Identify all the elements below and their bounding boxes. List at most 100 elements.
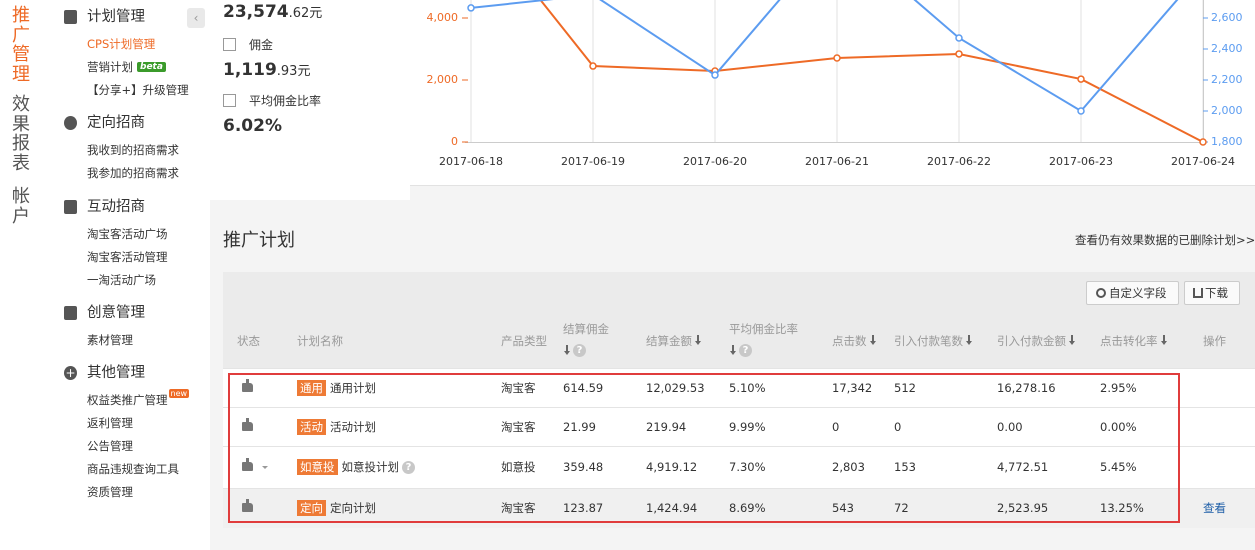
product-type: 如意投 xyxy=(501,460,536,474)
x-tick-label: 2017-06-18 xyxy=(439,155,503,168)
sort-arrow-head xyxy=(564,351,570,355)
button-icon xyxy=(1193,288,1203,298)
x-tick-label: 2017-06-23 xyxy=(1049,155,1113,168)
nav-item-label: 我参加的招商需求 xyxy=(87,166,179,180)
plan-name-text: 如意投计划 xyxy=(341,460,400,474)
table-cell: 0 xyxy=(894,419,902,434)
button-icon xyxy=(1096,288,1106,298)
nav-item[interactable]: 营销计划 beta xyxy=(87,59,166,75)
deleted-plans-link[interactable]: 查看仍有效果数据的已删除计划>> xyxy=(1075,233,1255,247)
nav-item[interactable]: 资质管理 xyxy=(87,484,133,500)
nav-item-label: 我收到的招商需求 xyxy=(87,143,179,157)
plan-tag: 如意投 xyxy=(297,459,338,475)
button-label: 自定义字段 xyxy=(1109,286,1167,300)
table-cell: 2,523.95 xyxy=(997,501,1049,515)
nav-item[interactable]: 淘宝客活动管理 xyxy=(87,249,168,265)
series-point xyxy=(833,54,841,62)
table-cell: 219.94 xyxy=(646,419,687,434)
section-icon xyxy=(64,200,77,214)
column-header[interactable]: 引入付款笔数 xyxy=(894,334,963,348)
column-header: 计划名称 xyxy=(297,334,343,348)
toolbar-button[interactable]: 自定义字段 xyxy=(1086,281,1179,305)
status-icon-thumb xyxy=(246,458,249,463)
collapse-button[interactable]: ‹ xyxy=(187,8,205,28)
plan-name[interactable]: 如意投 如意投计划? xyxy=(297,458,415,476)
y2-tick-label: 2,000 xyxy=(1211,104,1243,117)
row-action[interactable]: 查看 xyxy=(1203,501,1226,515)
column-header[interactable]: 点击转化率 xyxy=(1100,334,1158,348)
metric-amount: 1,119 xyxy=(223,60,277,80)
column-header: 产品类型 xyxy=(501,334,547,348)
x-tick-label: 2017-06-22 xyxy=(927,155,991,168)
metric-value: 23,574.62元 xyxy=(223,1,322,25)
column-header: 操作 xyxy=(1203,334,1226,348)
nav-item[interactable]: 权益类推广管理 new xyxy=(87,389,190,408)
nav-item[interactable]: 淘宝客活动广场 xyxy=(87,226,168,242)
main-nav-item[interactable]: 推广管理 xyxy=(12,5,30,85)
nav-item[interactable]: 返利管理 xyxy=(87,415,133,431)
y2-tick-label: 1,800 xyxy=(1211,135,1243,148)
plan-name[interactable]: 定向 定向计划 xyxy=(297,499,376,517)
chart: 2017-06-18 2017-06-19 2017-06-20 2017-06-21… xyxy=(410,0,1255,186)
section-icon xyxy=(64,306,77,320)
table-cell: 614.59 xyxy=(563,380,604,395)
status-icon[interactable] xyxy=(242,503,253,512)
status-dropdown[interactable] xyxy=(262,466,268,469)
nav-item[interactable]: 我参加的招商需求 xyxy=(87,165,179,181)
metric-fraction: .93元 xyxy=(276,64,311,79)
plan-name-text: 通用计划 xyxy=(330,380,376,395)
nav-item[interactable]: 一淘活动广场 xyxy=(87,272,156,288)
nav-bg xyxy=(0,0,210,550)
nav-item-label: 资质管理 xyxy=(87,485,133,499)
nav-item[interactable]: 我收到的招商需求 xyxy=(87,142,179,158)
y-tick-label: 2,000 xyxy=(427,73,459,86)
nav-item-label: 淘宝客活动广场 xyxy=(87,227,168,241)
table-cell: 359.48 xyxy=(563,460,604,474)
nav-item[interactable]: 商品违规查询工具 xyxy=(87,461,179,477)
main-bg xyxy=(210,0,410,200)
section-title: 定向招商 xyxy=(87,115,145,131)
column-header[interactable]: 点击数 xyxy=(832,334,867,348)
series-point xyxy=(467,4,475,12)
nav-item[interactable]: CPS计划管理 xyxy=(87,36,155,52)
nav-item-label: 权益类推广管理 xyxy=(87,393,168,407)
series-point xyxy=(711,71,719,79)
main-nav-item[interactable]: 帐户 xyxy=(12,186,30,227)
metric-label: 佣金 xyxy=(249,38,274,52)
section-title: 推广计划 xyxy=(223,230,295,251)
status-icon[interactable] xyxy=(242,382,253,392)
checkbox[interactable] xyxy=(223,94,236,107)
series-point xyxy=(955,50,963,58)
column-header[interactable]: 结算佣金 xyxy=(563,322,609,336)
table-cell: 7.30% xyxy=(729,460,766,474)
column-header[interactable]: 引入付款金额 xyxy=(997,334,1066,348)
chart-bg xyxy=(410,0,1255,185)
nav-item[interactable]: 素材管理 xyxy=(87,332,133,348)
plan-name[interactable]: 活动 活动计划 xyxy=(297,418,376,436)
plan-name[interactable]: 通用 通用计划 xyxy=(297,379,376,397)
checkbox[interactable] xyxy=(223,38,236,51)
status-icon-thumb xyxy=(246,417,249,423)
series-point xyxy=(1199,138,1207,146)
status-icon[interactable] xyxy=(242,462,253,471)
series-point xyxy=(955,34,963,42)
status-icon-thumb xyxy=(246,378,249,384)
sort-arrow-head xyxy=(1161,341,1167,345)
column-header[interactable]: 平均佣金比率 xyxy=(729,322,798,336)
main-nav-item[interactable]: 效果报表 xyxy=(12,94,30,174)
section-icon: + xyxy=(64,366,77,380)
button-label: 下载 xyxy=(1205,286,1228,300)
metric-fraction: .62元 xyxy=(288,6,323,21)
nav-item[interactable]: 公告管理 xyxy=(87,438,133,454)
sort-arrow-stem xyxy=(968,335,970,341)
section-icon xyxy=(64,116,77,130)
x-tick-label: 2017-06-19 xyxy=(561,155,625,168)
column-header[interactable]: 结算金额 xyxy=(646,334,692,348)
y2-tick-label: 2,400 xyxy=(1211,42,1243,55)
table-cell: 123.87 xyxy=(563,501,604,515)
table-cell: 72 xyxy=(894,501,909,515)
nav-item[interactable]: 【分享+】升级管理 xyxy=(87,82,189,98)
toolbar-button[interactable]: 下载 xyxy=(1184,281,1240,305)
nav-item-label: 【分享+】升级管理 xyxy=(87,83,189,97)
status-icon[interactable] xyxy=(242,421,253,431)
